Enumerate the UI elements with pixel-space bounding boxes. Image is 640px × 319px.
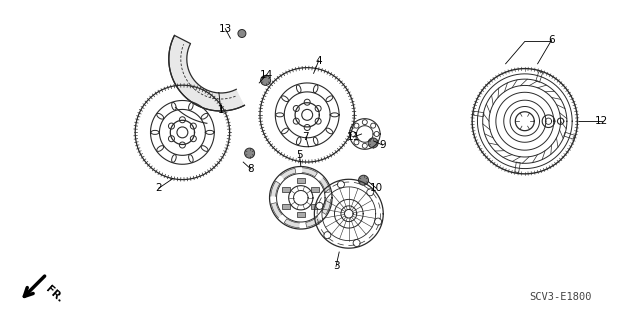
Ellipse shape	[201, 114, 208, 119]
Circle shape	[260, 75, 271, 85]
Ellipse shape	[157, 114, 164, 119]
Circle shape	[368, 138, 378, 148]
Polygon shape	[306, 217, 321, 227]
Text: 7: 7	[303, 132, 309, 142]
Ellipse shape	[296, 137, 301, 145]
Circle shape	[367, 189, 374, 196]
Circle shape	[353, 240, 360, 247]
Circle shape	[371, 140, 376, 145]
Circle shape	[244, 148, 255, 158]
Text: 12: 12	[595, 116, 608, 126]
Circle shape	[315, 118, 321, 124]
Circle shape	[293, 118, 300, 124]
Text: 13: 13	[219, 24, 232, 34]
Circle shape	[358, 175, 369, 185]
Polygon shape	[322, 199, 331, 214]
Text: 9: 9	[380, 140, 386, 150]
Circle shape	[238, 29, 246, 38]
Circle shape	[190, 136, 196, 142]
Bar	[515, 162, 520, 173]
FancyBboxPatch shape	[297, 178, 305, 183]
Ellipse shape	[157, 146, 164, 151]
Circle shape	[371, 123, 376, 128]
Ellipse shape	[172, 102, 176, 110]
Circle shape	[354, 123, 359, 128]
Circle shape	[315, 106, 321, 112]
Text: 14: 14	[260, 70, 273, 80]
Circle shape	[179, 117, 186, 123]
Circle shape	[179, 142, 186, 148]
Ellipse shape	[189, 155, 193, 162]
Text: 10: 10	[370, 183, 383, 193]
Ellipse shape	[314, 85, 318, 93]
Circle shape	[304, 99, 310, 105]
Bar	[474, 111, 484, 117]
Text: 2: 2	[156, 183, 162, 193]
Circle shape	[168, 123, 175, 129]
Ellipse shape	[276, 113, 284, 117]
Polygon shape	[281, 168, 296, 179]
Text: 3: 3	[333, 261, 339, 271]
Ellipse shape	[189, 102, 193, 110]
Polygon shape	[169, 35, 244, 111]
Text: 5: 5	[296, 150, 303, 160]
Ellipse shape	[151, 130, 159, 134]
Circle shape	[301, 109, 313, 120]
Text: SCV3-E1800: SCV3-E1800	[529, 292, 591, 302]
Circle shape	[354, 140, 359, 145]
Circle shape	[168, 136, 175, 142]
Polygon shape	[302, 168, 317, 177]
Circle shape	[304, 124, 310, 130]
FancyBboxPatch shape	[297, 212, 305, 217]
Text: 8: 8	[248, 164, 254, 174]
Bar	[564, 132, 575, 139]
Polygon shape	[284, 219, 300, 228]
Text: 1: 1	[218, 105, 224, 115]
Circle shape	[337, 181, 344, 188]
FancyBboxPatch shape	[282, 204, 290, 209]
FancyBboxPatch shape	[312, 204, 319, 209]
Circle shape	[374, 218, 381, 225]
Circle shape	[293, 106, 300, 112]
Circle shape	[316, 202, 323, 209]
Ellipse shape	[282, 128, 289, 134]
Polygon shape	[319, 178, 330, 193]
Ellipse shape	[326, 96, 333, 101]
Circle shape	[362, 120, 367, 125]
Polygon shape	[271, 181, 280, 197]
Ellipse shape	[206, 130, 214, 134]
Circle shape	[190, 123, 196, 129]
Text: 4: 4	[316, 56, 322, 66]
Text: FR.: FR.	[44, 284, 65, 305]
Ellipse shape	[326, 128, 333, 134]
Circle shape	[374, 131, 379, 137]
Circle shape	[362, 143, 367, 148]
Ellipse shape	[282, 96, 289, 101]
Text: 11: 11	[347, 132, 360, 142]
Text: 6: 6	[548, 35, 555, 45]
Ellipse shape	[314, 137, 318, 145]
Circle shape	[351, 131, 355, 137]
FancyBboxPatch shape	[282, 187, 290, 192]
Circle shape	[324, 232, 331, 239]
Ellipse shape	[201, 146, 208, 151]
Ellipse shape	[172, 155, 176, 162]
FancyBboxPatch shape	[312, 187, 319, 192]
Polygon shape	[271, 203, 282, 218]
Circle shape	[177, 127, 188, 138]
Ellipse shape	[296, 85, 301, 93]
Ellipse shape	[331, 113, 339, 117]
Bar	[536, 71, 543, 82]
